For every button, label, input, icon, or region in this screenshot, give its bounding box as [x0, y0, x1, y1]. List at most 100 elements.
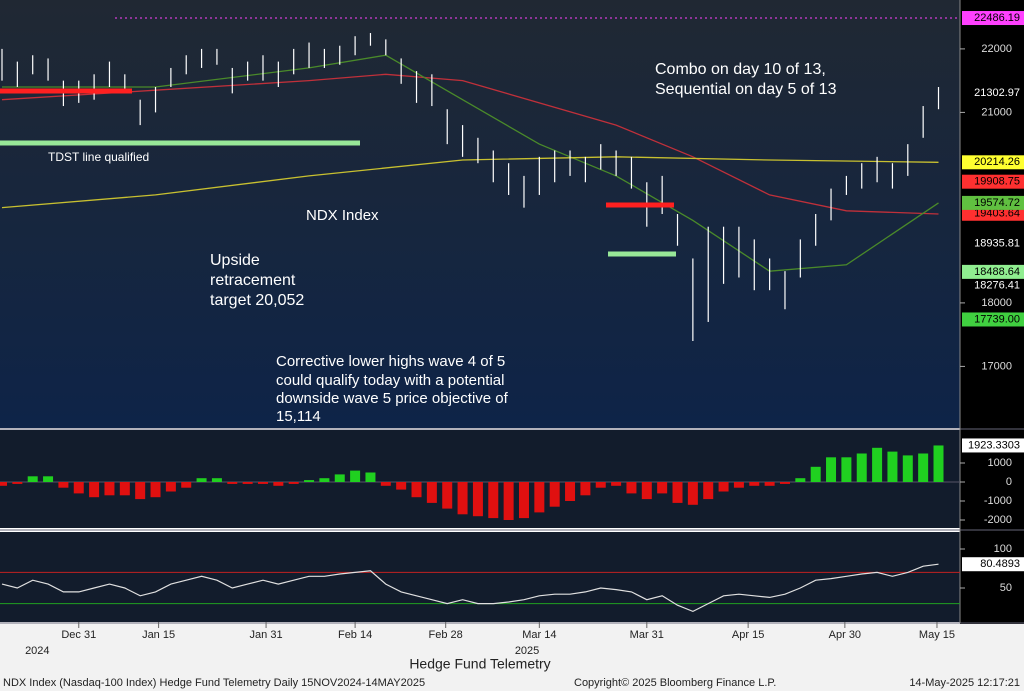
- last-box: [962, 438, 1024, 453]
- x-tick-label: Mar 14: [522, 629, 556, 641]
- moving-average: [2, 54, 939, 272]
- x-tick-label: Mar 31: [630, 629, 664, 641]
- price-label: 19574.72: [974, 197, 1020, 209]
- osc-bar: [319, 478, 330, 483]
- annotation: could qualify today with a potential: [276, 372, 504, 389]
- osc-bar: [749, 482, 760, 486]
- osc-bar: [104, 482, 115, 496]
- osc-bar: [872, 447, 883, 483]
- price-label: 18276.41: [974, 279, 1020, 291]
- price-label-box: [962, 155, 1024, 170]
- x-tick-label: Jan 15: [142, 629, 175, 641]
- price-label-box: [962, 206, 1024, 221]
- osc-bar: [641, 482, 652, 500]
- price-label: 18488.64: [974, 266, 1020, 278]
- osc-bar: [89, 482, 100, 498]
- price-label-box: [962, 312, 1024, 327]
- annotation: 15,114: [276, 408, 321, 425]
- osc-bar: [119, 482, 130, 496]
- axis-panel: [960, 0, 1024, 624]
- price-label: 20214.26: [974, 156, 1020, 168]
- annotation: Upside: [210, 252, 260, 269]
- osc-bar: [595, 482, 606, 488]
- osc-bar: [27, 476, 38, 483]
- price-label-box: [962, 11, 1024, 26]
- y-tick-label: 18000: [981, 297, 1012, 309]
- y-tick-label: 1000: [988, 457, 1012, 469]
- osc-bar: [779, 482, 790, 484]
- osc-bar: [503, 482, 514, 521]
- osc-bar: [549, 482, 560, 507]
- osc-bar: [856, 453, 867, 483]
- osc-bar: [764, 482, 775, 486]
- osc-bar: [657, 482, 668, 494]
- x-tick-label: Feb 28: [429, 629, 463, 641]
- price-label: 19403.64: [974, 208, 1020, 220]
- price-label: 22486.19: [974, 12, 1020, 24]
- x-tick-label: Dec 31: [61, 629, 96, 641]
- x-tick-label: Feb 14: [338, 629, 372, 641]
- annotation: downside wave 5 price objective of: [276, 390, 509, 407]
- y-tick-label: 22000: [981, 43, 1012, 55]
- price-label-box: [962, 278, 1024, 293]
- y-tick-label: -1000: [984, 495, 1012, 507]
- osc-bar: [826, 457, 837, 483]
- price-label-box: [962, 174, 1024, 189]
- osc-bar: [457, 482, 468, 515]
- osc-bar: [181, 482, 192, 488]
- osc-bar: [227, 482, 238, 484]
- osc-bar: [933, 445, 944, 483]
- osc-bar: [795, 478, 806, 483]
- osc-bar: [304, 480, 315, 483]
- price-label: 19908.75: [974, 176, 1020, 188]
- footer-left: NDX Index (Nasdaq-100 Index) Hedge Fund …: [3, 677, 425, 689]
- osc-bar: [841, 457, 852, 483]
- osc-bar: [211, 478, 222, 483]
- x-tick-label: May 15: [919, 629, 955, 641]
- osc-bar: [288, 482, 299, 484]
- osc-bar: [380, 482, 391, 486]
- annotation: retracement: [210, 272, 296, 289]
- price-label-box: [962, 264, 1024, 279]
- osc-bar: [887, 451, 898, 483]
- osc-bar: [43, 476, 54, 483]
- osc-bar: [273, 482, 284, 486]
- osc-bar: [165, 482, 176, 492]
- rsi-panel: [0, 532, 960, 622]
- osc-bar: [534, 482, 545, 513]
- moving-average: [1, 156, 939, 209]
- osc-bar: [365, 472, 376, 483]
- osc-bar: [580, 482, 591, 496]
- footer-center: Hedge Fund Telemetry: [409, 656, 550, 672]
- price-label: 18935.81: [974, 237, 1020, 249]
- footer-right: 14-May-2025 12:17:21: [909, 677, 1020, 689]
- x-tick-label: Apr 15: [732, 629, 764, 641]
- y-tick-label: 21000: [981, 106, 1012, 118]
- y-tick-label: 17000: [981, 360, 1012, 372]
- osc-bar: [242, 482, 253, 484]
- x-tick-label: Jan 31: [250, 629, 283, 641]
- price-label-box: [962, 236, 1024, 251]
- year-label: 2025: [515, 645, 539, 657]
- last-box: [962, 557, 1024, 572]
- annotation: TDST line qualified: [48, 150, 149, 164]
- osc-bar: [196, 478, 207, 483]
- osc-bar: [411, 482, 422, 498]
- osc-bar: [687, 482, 698, 505]
- osc-bar: [733, 482, 744, 488]
- osc-bar: [672, 482, 683, 503]
- osc-bar: [902, 455, 913, 483]
- osc-bar: [0, 482, 7, 486]
- annotation: Sequential on day 5 of 13: [655, 81, 837, 98]
- osc-bar: [703, 482, 714, 500]
- annotation: target 20,052: [210, 292, 304, 309]
- footer-middle: Copyright© 2025 Bloomberg Finance L.P.: [574, 677, 776, 689]
- osc-bar: [73, 482, 84, 494]
- osc-bar: [810, 466, 821, 483]
- year-label: 2024: [25, 645, 49, 657]
- rsi-line: [1, 563, 939, 613]
- price-label: 21302.97: [974, 87, 1020, 99]
- osc-bar: [918, 453, 929, 483]
- osc-bar: [426, 482, 437, 503]
